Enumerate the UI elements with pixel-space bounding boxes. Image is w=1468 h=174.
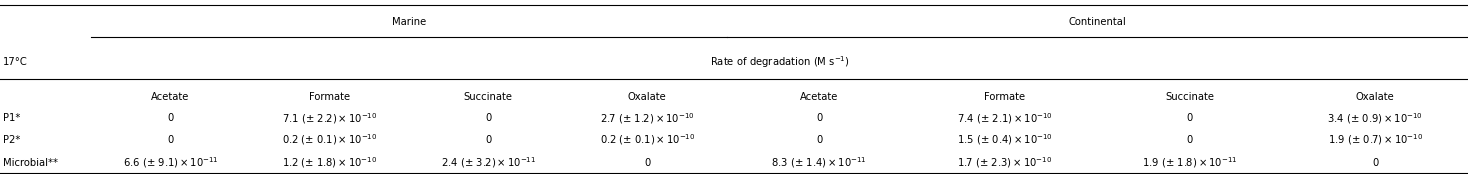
- Text: Microbial**: Microbial**: [3, 158, 57, 168]
- Text: Oxalate: Oxalate: [628, 92, 666, 102]
- Text: $2.4\ (\pm\ 3.2)\times10^{-11}$: $2.4\ (\pm\ 3.2)\times10^{-11}$: [440, 155, 536, 170]
- Text: $0.2\ (\pm\ 0.1)\times10^{-10}$: $0.2\ (\pm\ 0.1)\times10^{-10}$: [282, 133, 377, 148]
- Text: $7.4\ (\pm\ 2.1)\times10^{-10}$: $7.4\ (\pm\ 2.1)\times10^{-10}$: [957, 111, 1053, 126]
- Text: 0: 0: [1186, 135, 1193, 145]
- Text: $3.4\ (\pm\ 0.9)\times10^{-10}$: $3.4\ (\pm\ 0.9)\times10^{-10}$: [1327, 111, 1424, 126]
- Text: $0.2\ (\pm\ 0.1)\times10^{-10}$: $0.2\ (\pm\ 0.1)\times10^{-10}$: [599, 133, 694, 148]
- Text: $8.3\ (\pm\ 1.4)\times10^{-11}$: $8.3\ (\pm\ 1.4)\times10^{-11}$: [772, 155, 868, 170]
- Text: Oxalate: Oxalate: [1356, 92, 1395, 102]
- Text: Formate: Formate: [308, 92, 349, 102]
- Text: Acetate: Acetate: [151, 92, 189, 102]
- Text: $1.5\ (\pm\ 0.4)\times10^{-10}$: $1.5\ (\pm\ 0.4)\times10^{-10}$: [957, 133, 1053, 148]
- Text: 0: 0: [816, 135, 822, 145]
- Text: $1.2\ (\pm\ 1.8)\times10^{-10}$: $1.2\ (\pm\ 1.8)\times10^{-10}$: [282, 155, 377, 170]
- Text: $2.7\ (\pm\ 1.2)\times10^{-10}$: $2.7\ (\pm\ 1.2)\times10^{-10}$: [600, 111, 694, 126]
- Text: $7.1\ (\pm\ 2.2)\times10^{-10}$: $7.1\ (\pm\ 2.2)\times10^{-10}$: [282, 111, 377, 126]
- Text: P1*: P1*: [3, 113, 21, 123]
- Text: 0: 0: [484, 113, 492, 123]
- Text: $6.6\ (\pm\ 9.1)\times10^{-11}$: $6.6\ (\pm\ 9.1)\times10^{-11}$: [123, 155, 219, 170]
- Text: 0: 0: [644, 158, 650, 168]
- Text: P2*: P2*: [3, 135, 21, 145]
- Text: 0: 0: [167, 113, 173, 123]
- Text: Formate: Formate: [984, 92, 1025, 102]
- Text: Succinate: Succinate: [464, 92, 512, 102]
- Text: 0: 0: [816, 113, 822, 123]
- Text: $1.9\ (\pm\ 0.7)\times10^{-10}$: $1.9\ (\pm\ 0.7)\times10^{-10}$: [1327, 133, 1422, 148]
- Text: 0: 0: [484, 135, 492, 145]
- Text: 17°C: 17°C: [3, 57, 28, 67]
- Text: $1.7\ (\pm\ 2.3)\times10^{-10}$: $1.7\ (\pm\ 2.3)\times10^{-10}$: [957, 155, 1053, 170]
- Text: 0: 0: [167, 135, 173, 145]
- Text: Continental: Continental: [1069, 17, 1126, 27]
- Text: 0: 0: [1373, 158, 1378, 168]
- Text: Marine: Marine: [392, 17, 426, 27]
- Text: Acetate: Acetate: [800, 92, 838, 102]
- Text: Rate of degradation (M s$^{-1}$): Rate of degradation (M s$^{-1}$): [709, 54, 850, 70]
- Text: Succinate: Succinate: [1166, 92, 1214, 102]
- Text: $1.9\ (\pm\ 1.8)\times10^{-11}$: $1.9\ (\pm\ 1.8)\times10^{-11}$: [1142, 155, 1238, 170]
- Text: 0: 0: [1186, 113, 1193, 123]
